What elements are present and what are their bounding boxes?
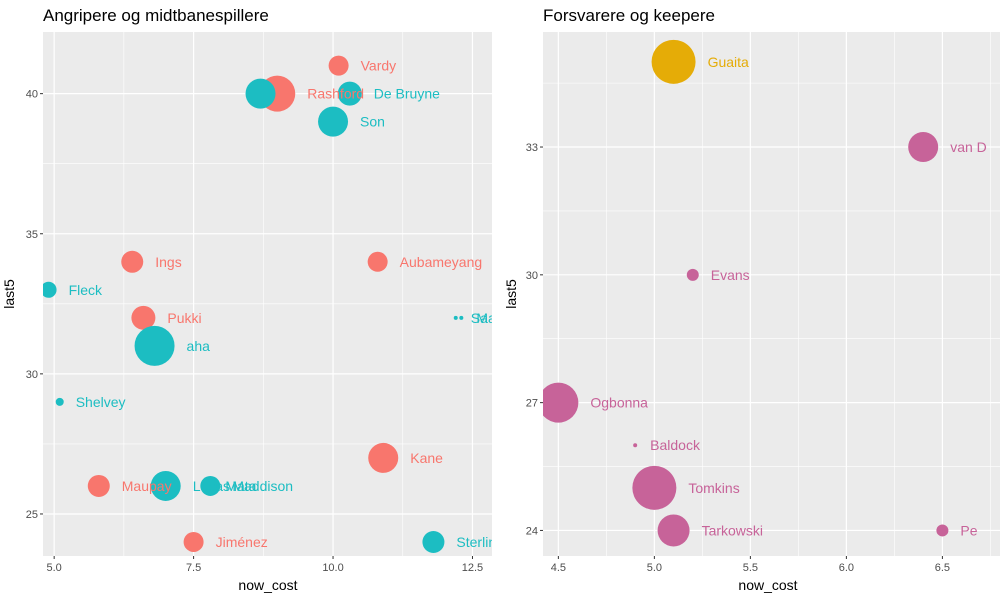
- panel-1: 5.0 7.5 10.0 12.5 25 30 35 40 Vardy Rashford De Br…: [1, 6, 503, 593]
- data-point: [422, 530, 445, 553]
- point-label: Fleck: [69, 282, 103, 298]
- point-label: Aubameyang: [400, 254, 483, 270]
- point-label: Ogbonna: [590, 395, 648, 411]
- point-label: Maupay: [122, 478, 172, 494]
- panel-2: 4.5 5.0 5.5 6.0 6.5 24 27 30 33 Guaita van D Evans O…: [503, 6, 1000, 593]
- point-label: Evans: [711, 267, 750, 283]
- y-tick-label: 30: [26, 369, 38, 381]
- point-label: Ma: [476, 310, 496, 326]
- chart-title: Angripere og midtbanespillere: [43, 6, 269, 25]
- y-tick-label: 24: [526, 525, 538, 537]
- data-point: [55, 397, 64, 406]
- data-point: [87, 474, 110, 497]
- x-axis-title: now_cost: [738, 577, 797, 593]
- data-point: [453, 315, 458, 320]
- point-label: Tarkowski: [702, 522, 763, 538]
- x-tick-label: 5.0: [647, 562, 662, 574]
- x-tick-label: 4.5: [551, 562, 566, 574]
- data-point: [121, 250, 144, 273]
- x-tick-label: 12.5: [462, 562, 483, 574]
- data-layer: Guaita van D Evans Ogbonna Baldock Tomkins Tar…: [543, 39, 987, 547]
- point-label: Rashford: [307, 86, 364, 102]
- point-label: De Bruyne: [374, 86, 440, 102]
- y-tick-label: 40: [26, 89, 38, 101]
- x-tick-label: 6.5: [935, 562, 950, 574]
- x-tick-label: 6.0: [839, 562, 854, 574]
- plot-background: [43, 32, 492, 556]
- point-label: Maddison: [232, 478, 293, 494]
- chart-title: Forsvarere og keepere: [543, 6, 715, 25]
- point-label: Ings: [155, 254, 181, 270]
- y-tick-label: 33: [526, 142, 538, 154]
- point-label: Guaita: [708, 54, 749, 70]
- point-label: aha: [187, 338, 211, 354]
- point-label: Lucas: [193, 478, 230, 494]
- point-label: Vardy: [361, 58, 397, 74]
- point-label: Sa: [471, 310, 488, 326]
- x-tick-label: 5.0: [47, 562, 62, 574]
- y-tick-label: 35: [26, 229, 38, 241]
- data-point: [150, 470, 181, 501]
- data-point: [43, 281, 57, 298]
- data-point: [651, 39, 696, 84]
- point-label: van D: [950, 139, 987, 155]
- data-point: [543, 382, 579, 423]
- data-point: [131, 305, 156, 330]
- point-label: Sterling: [456, 534, 503, 550]
- point-label: Baldock: [650, 437, 701, 453]
- data-point: [245, 78, 276, 109]
- data-point: [657, 514, 690, 547]
- data-point: [367, 251, 388, 272]
- point-label: Son: [360, 114, 385, 130]
- point-label: Kane: [410, 450, 443, 466]
- x-tick-label: 5.5: [743, 562, 758, 574]
- y-tick-label: 30: [526, 270, 538, 282]
- data-point: [368, 442, 399, 473]
- data-point: [633, 443, 638, 448]
- y-tick-label: 25: [26, 509, 38, 521]
- point-label: Mata: [225, 478, 256, 494]
- plot-background: [543, 32, 1000, 556]
- y-axis-title: last5: [503, 279, 519, 309]
- data-layer: Vardy Rashford De Bruyne Son Ings Aubameyang F…: [43, 55, 503, 553]
- data-point: [328, 55, 349, 76]
- point-label: Pukki: [167, 310, 201, 326]
- point-label: Jiménez: [216, 534, 268, 550]
- y-tick-label: 27: [526, 398, 538, 410]
- data-point: [200, 475, 221, 496]
- data-point: [908, 132, 939, 163]
- point-label: Shelvey: [76, 394, 126, 410]
- x-tick-label: 10.0: [322, 562, 343, 574]
- x-tick-label: 7.5: [186, 562, 201, 574]
- data-point: [686, 268, 699, 281]
- x-axis-title: now_cost: [238, 577, 297, 593]
- data-point: [936, 524, 949, 537]
- point-label: Pe: [960, 522, 977, 538]
- data-point: [632, 465, 677, 510]
- data-point: [459, 315, 464, 320]
- point-label: Tomkins: [688, 480, 739, 496]
- data-point: [318, 106, 349, 137]
- data-point: [183, 531, 204, 552]
- data-point: [134, 325, 175, 366]
- y-axis-title: last5: [1, 279, 17, 309]
- data-point: [337, 81, 362, 106]
